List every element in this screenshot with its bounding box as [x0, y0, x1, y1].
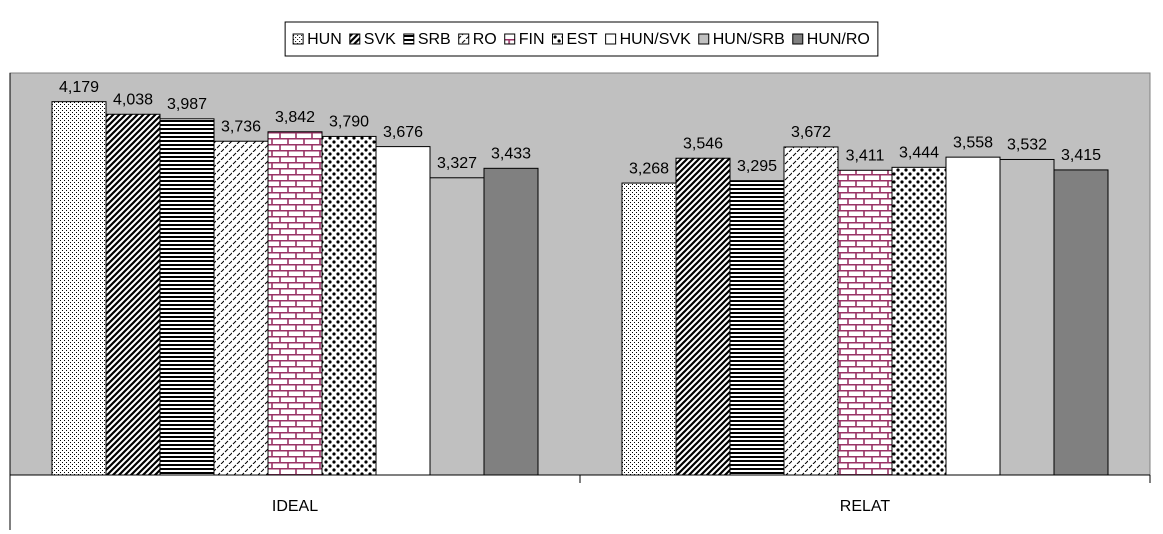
bar: [483, 167, 539, 476]
legend-swatch: [403, 33, 415, 45]
value-label: 3,268: [629, 160, 669, 177]
value-label: 3,676: [383, 124, 423, 141]
legend-swatch: [605, 33, 617, 45]
value-label: 3,532: [1007, 137, 1047, 154]
x-tick-label: RELAT: [840, 498, 891, 515]
value-label: 3,672: [791, 124, 831, 141]
plot-area: IDEAL RELAT 4,179 3,268 4,038 3,546 3,987 3,295…: [9, 72, 1151, 530]
legend-label: HUN/SRB: [713, 31, 785, 48]
legend-label: RO: [473, 31, 497, 48]
bar: [267, 131, 323, 476]
bar: [159, 118, 215, 476]
bar: [783, 146, 839, 476]
value-label: 3,327: [437, 155, 477, 172]
x-tick-label: IDEAL: [272, 498, 318, 515]
value-label: 3,842: [275, 109, 315, 126]
bar: [375, 146, 431, 476]
legend-swatch: [698, 33, 710, 45]
value-label: 3,415: [1061, 147, 1101, 164]
value-label: 3,987: [167, 96, 207, 113]
bar: [51, 101, 107, 476]
bar: [675, 157, 731, 476]
legend-label: HUN/RO: [807, 31, 870, 48]
bar: [321, 135, 377, 476]
value-label: 3,433: [491, 146, 531, 163]
value-label: 3,790: [329, 114, 369, 131]
legend-swatch: [504, 33, 516, 45]
legend-label: HUN/SVK: [620, 31, 691, 48]
value-label: 3,736: [221, 118, 261, 135]
legend-swatch: [792, 33, 804, 45]
legend-label: FIN: [519, 31, 545, 48]
bar: [729, 180, 785, 476]
bar: [999, 158, 1055, 476]
bar: [105, 113, 161, 476]
bar: [429, 177, 485, 476]
legend-swatch: [458, 33, 470, 45]
legend-label: SVK: [364, 31, 396, 48]
value-label: 3,558: [953, 134, 993, 151]
legend-label: EST: [567, 31, 598, 48]
legend-label: HUN: [307, 31, 342, 48]
legend-swatch: [349, 33, 361, 45]
legend-swatch: [552, 33, 563, 45]
value-label: 4,038: [113, 91, 153, 108]
legend: HUN SVK SRB RO FIN EST HUN/SVK HUN/SRB HUN/RO: [292, 31, 870, 48]
bar: [213, 140, 269, 476]
value-label: 3,546: [683, 135, 723, 152]
legend-label: SRB: [418, 31, 451, 48]
bar: [945, 156, 1001, 476]
legend-swatch: [292, 33, 304, 45]
value-label: 3,411: [846, 148, 885, 165]
bar: [891, 166, 947, 476]
bar: [621, 182, 677, 476]
value-label: 4,179: [59, 79, 99, 96]
bar: [1053, 169, 1109, 476]
value-label: 3,295: [737, 158, 777, 175]
bar: [837, 169, 893, 476]
value-label: 3,444: [899, 145, 939, 162]
legend-box: [284, 21, 879, 57]
